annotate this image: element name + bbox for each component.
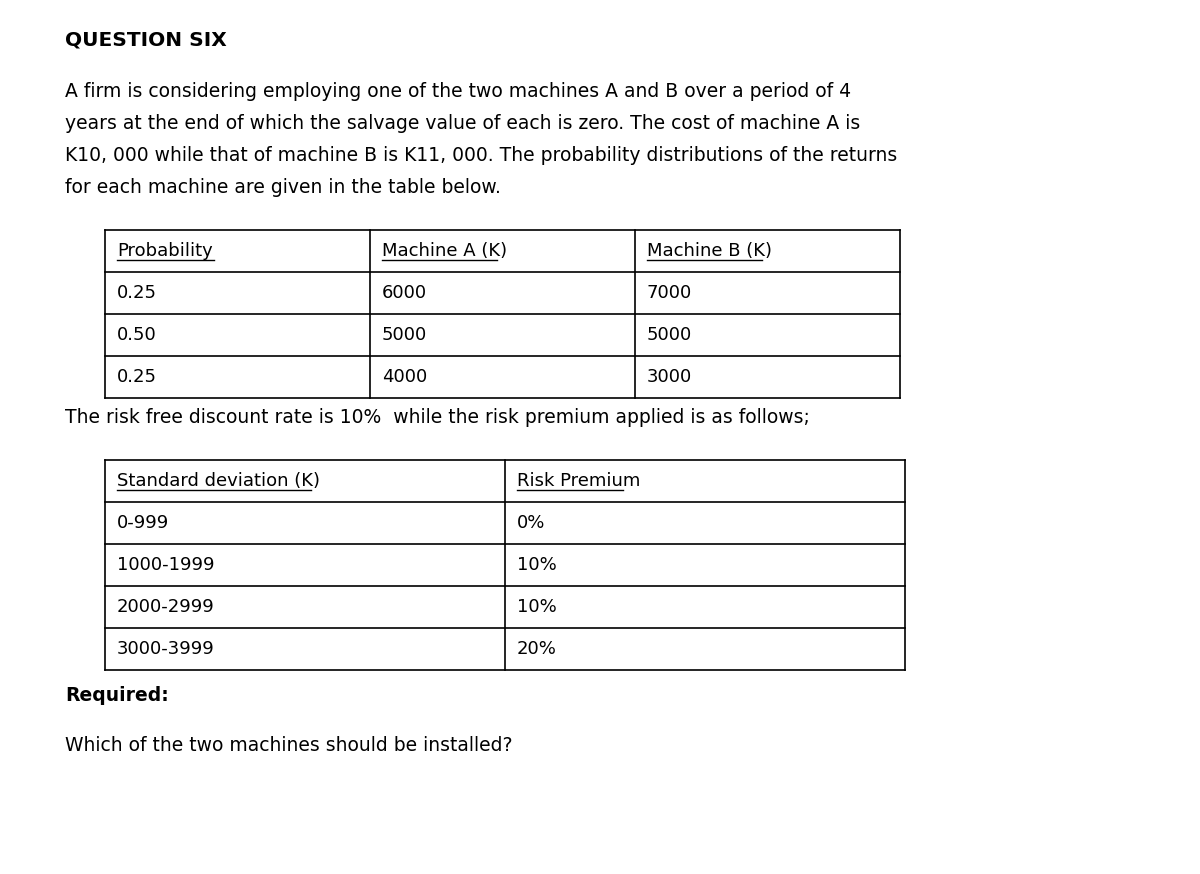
Text: Which of the two machines should be installed?: Which of the two machines should be inst…: [65, 736, 512, 755]
Text: The risk free discount rate is 10%  while the risk premium applied is as follows: The risk free discount rate is 10% while…: [65, 408, 810, 427]
Text: 0.25: 0.25: [118, 284, 157, 302]
Text: 0.50: 0.50: [118, 326, 157, 344]
Text: 7000: 7000: [647, 284, 692, 302]
Text: 3000-3999: 3000-3999: [118, 640, 215, 658]
Text: 3000: 3000: [647, 368, 692, 386]
Text: 1000-1999: 1000-1999: [118, 556, 215, 574]
Text: Machine A (K): Machine A (K): [382, 242, 508, 260]
Text: 6000: 6000: [382, 284, 427, 302]
Text: 2000-2999: 2000-2999: [118, 598, 215, 616]
Text: A firm is considering employing one of the two machines A and B over a period of: A firm is considering employing one of t…: [65, 82, 851, 101]
Text: 10%: 10%: [517, 598, 557, 616]
Text: 0-999: 0-999: [118, 514, 169, 532]
Text: 5000: 5000: [647, 326, 692, 344]
Text: 5000: 5000: [382, 326, 427, 344]
Text: K10, 000 while that of machine B is K11, 000. The probability distributions of t: K10, 000 while that of machine B is K11,…: [65, 146, 898, 165]
Text: Required:: Required:: [65, 686, 169, 705]
Text: 10%: 10%: [517, 556, 557, 574]
Text: 0%: 0%: [517, 514, 545, 532]
Text: Probability: Probability: [118, 242, 212, 260]
Text: QUESTION SIX: QUESTION SIX: [65, 30, 227, 49]
Text: Risk Premium: Risk Premium: [517, 472, 641, 490]
Text: for each machine are given in the table below.: for each machine are given in the table …: [65, 178, 500, 197]
Text: 20%: 20%: [517, 640, 557, 658]
Text: Machine B (K): Machine B (K): [647, 242, 772, 260]
Text: Standard deviation (K): Standard deviation (K): [118, 472, 320, 490]
Text: 4000: 4000: [382, 368, 427, 386]
Text: 0.25: 0.25: [118, 368, 157, 386]
Text: years at the end of which the salvage value of each is zero. The cost of machine: years at the end of which the salvage va…: [65, 114, 860, 133]
